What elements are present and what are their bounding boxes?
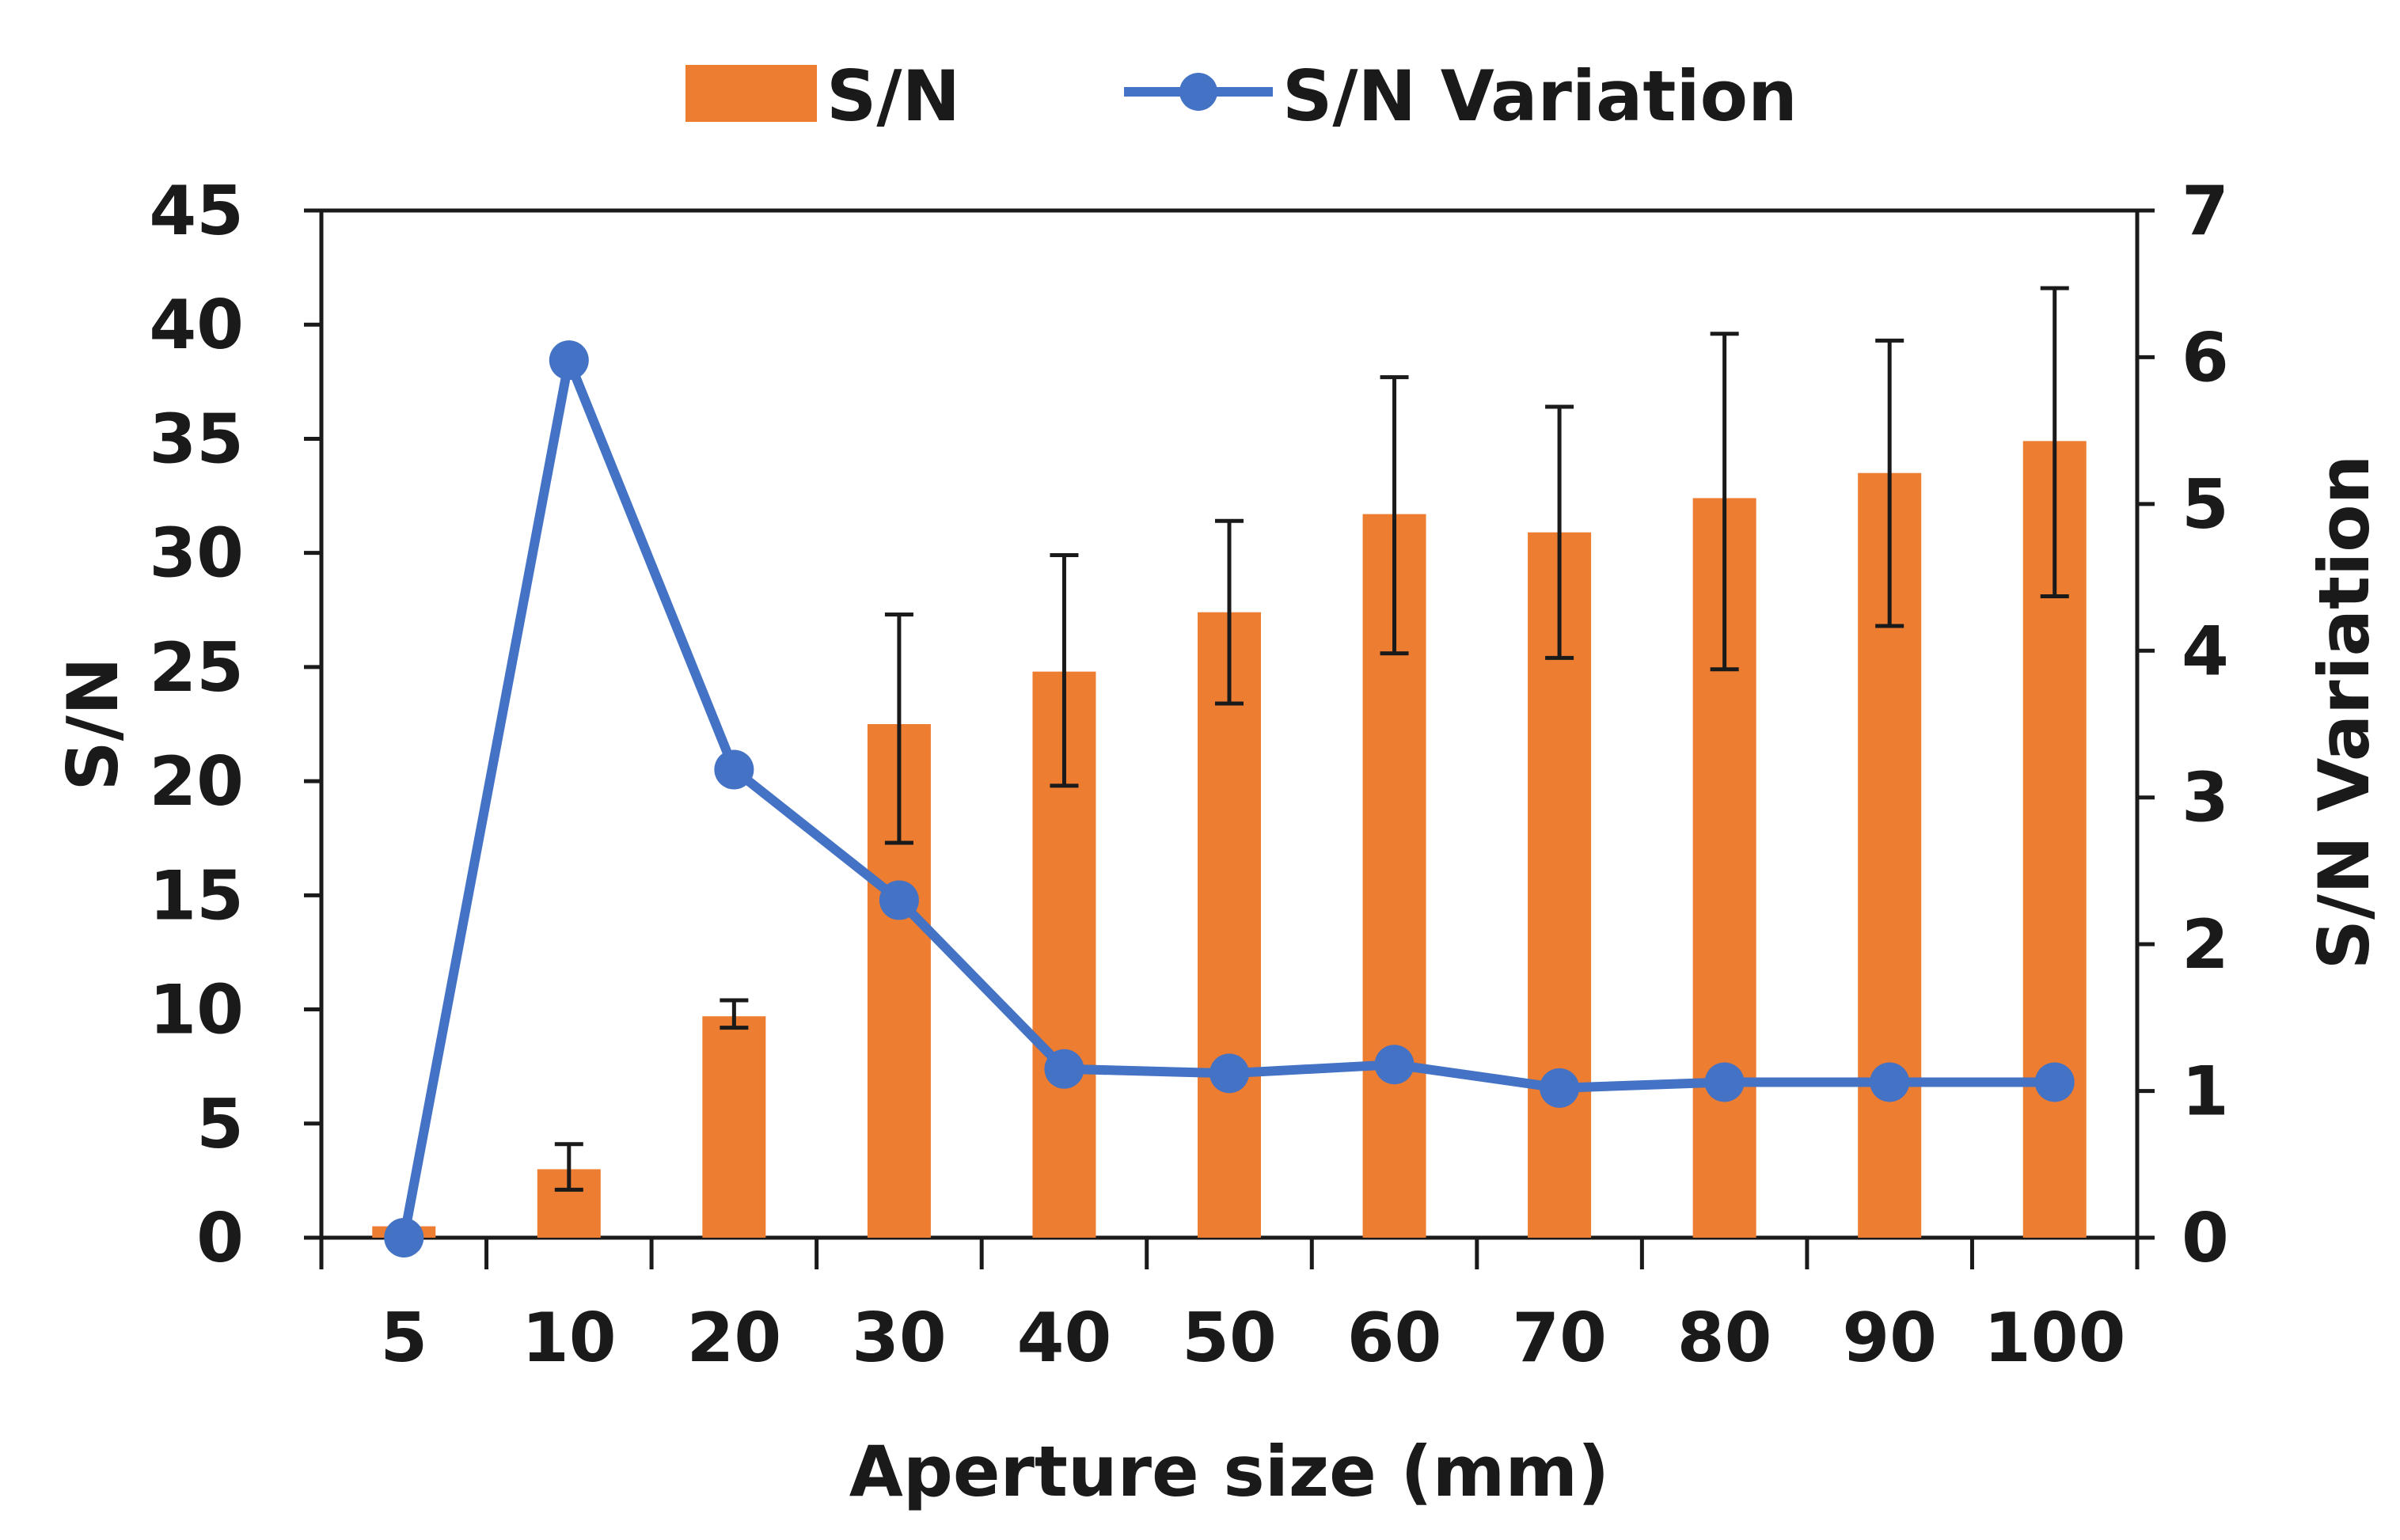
y-tick-label-5: 5 — [196, 1085, 244, 1164]
error-bar-40 — [1050, 553, 1079, 788]
y-tick-label-0: 0 — [196, 1199, 244, 1278]
point-sn-variation-30 — [879, 880, 919, 920]
point-sn-variation-50 — [1209, 1053, 1249, 1094]
error-bar-50 — [1215, 518, 1244, 706]
bar-20 — [702, 1016, 766, 1238]
point-sn-variation-60 — [1374, 1045, 1415, 1085]
y-tick-label-35: 35 — [149, 400, 244, 479]
point-sn-variation-10 — [549, 340, 589, 381]
bar-50 — [1198, 612, 1261, 1238]
y2-tick-label-0: 0 — [2182, 1199, 2229, 1278]
y-tick-label-25: 25 — [149, 628, 244, 707]
y-tick-label-15: 15 — [149, 856, 244, 935]
y2-tick-label-3: 3 — [2182, 759, 2229, 838]
y-tick-label-45: 45 — [149, 172, 244, 251]
error-bars-group — [554, 286, 2069, 1192]
point-sn-variation-90 — [1870, 1062, 1910, 1102]
x-axis-ticks: 5 10 20 30 40 50 60 70 80 90 100 — [319, 1238, 2140, 1378]
y2-tick-label-1: 1 — [2182, 1053, 2229, 1132]
y2-tick-label-7: 7 — [2182, 172, 2229, 251]
x-tick-label-20: 20 — [687, 1299, 782, 1378]
x-tick-label-80: 80 — [1677, 1299, 1772, 1378]
point-sn-variation-5 — [384, 1218, 424, 1257]
point-sn-variation-100 — [2034, 1062, 2075, 1102]
y2-tick-label-2: 2 — [2182, 905, 2229, 984]
x-tick-label-50: 50 — [1182, 1299, 1277, 1378]
error-bar-10 — [554, 1142, 583, 1192]
x-tick-label-5: 5 — [380, 1299, 427, 1378]
error-bar-90 — [1875, 338, 1904, 628]
error-bar-30 — [884, 613, 913, 845]
y2-tick-label-5: 5 — [2182, 465, 2229, 544]
point-sn-variation-40 — [1044, 1049, 1084, 1089]
x-tick-label-60: 60 — [1347, 1299, 1442, 1378]
legend-label-sn: S/N — [826, 55, 960, 137]
error-bar-100 — [2040, 286, 2069, 598]
point-sn-variation-80 — [1704, 1062, 1745, 1102]
x-tick-label-10: 10 — [522, 1299, 617, 1378]
legend-swatch-sn — [685, 65, 817, 122]
y2-tick-label-4: 4 — [2182, 612, 2229, 691]
error-bar-70 — [1545, 404, 1574, 660]
error-bar-60 — [1380, 375, 1409, 656]
left-y-axis-ticks: 0 5 10 15 20 25 30 35 40 45 — [149, 172, 321, 1278]
y-tick-label-40: 40 — [149, 286, 244, 365]
point-sn-variation-70 — [1540, 1068, 1580, 1108]
y-tick-label-30: 30 — [149, 514, 244, 594]
error-bar-20 — [720, 998, 749, 1030]
legend-swatch-sn-variation-marker — [1179, 73, 1217, 111]
line-series-group — [384, 340, 2075, 1257]
right-y-axis-ticks: 0 1 2 3 4 5 6 7 — [2137, 172, 2229, 1278]
legend: S/N S/N Variation — [685, 55, 1798, 137]
x-axis-title: Aperture size (mm) — [849, 1431, 1610, 1512]
x-tick-label-70: 70 — [1512, 1299, 1607, 1378]
point-sn-variation-20 — [714, 749, 754, 790]
x-tick-label-90: 90 — [1842, 1299, 1937, 1378]
y-tick-label-20: 20 — [149, 742, 244, 821]
y-tick-label-10: 10 — [149, 971, 244, 1050]
left-y-axis-title: S/N — [52, 657, 134, 791]
right-y-axis-title: S/N Variation — [2303, 455, 2385, 970]
x-tick-label-100: 100 — [1984, 1299, 2126, 1378]
x-tick-label-30: 30 — [852, 1299, 947, 1378]
y2-tick-label-6: 6 — [2182, 318, 2229, 397]
x-tick-label-40: 40 — [1017, 1299, 1112, 1378]
legend-label-sn-variation: S/N Variation — [1282, 55, 1798, 137]
error-bar-80 — [1710, 332, 1739, 672]
